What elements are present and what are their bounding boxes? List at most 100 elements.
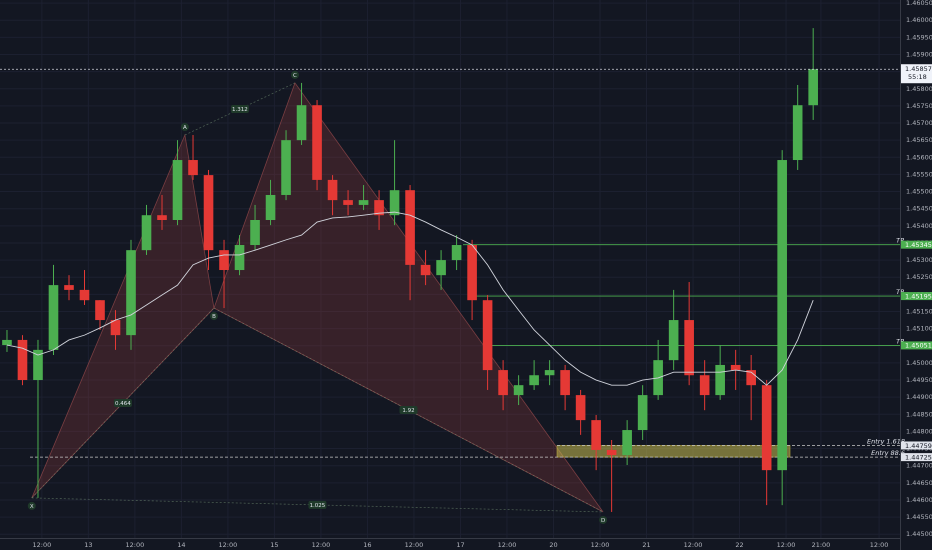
pattern-point [209,312,218,321]
ratio-label: 1.92 [402,408,414,414]
x-tick-label: 13 [84,541,92,549]
price-tag [901,341,932,350]
candle-body [250,219,260,246]
candle-body [529,375,539,386]
candle-body [591,420,601,450]
y-tick-label: 1.45550 [906,170,932,178]
price-tag [901,441,932,450]
candle-body [544,370,555,376]
x-tick-label: 16 [363,541,371,549]
candle-body [730,364,741,371]
price-tag-label: 1.45345 [905,241,932,249]
candle-body [358,200,369,205]
candle-body [513,385,524,396]
y-tick-label: 1.45100 [906,325,932,333]
candle-body [715,364,725,396]
x-tick-label: 20 [549,541,557,549]
candle-body [188,160,198,176]
pattern-point [290,70,299,79]
price-tag [901,292,932,301]
candle-body [668,320,679,361]
candle-body [575,395,586,421]
candle-body [451,245,462,261]
y-tick-label: 1.44800 [906,427,932,435]
y-tick-label: 1.45900 [906,50,932,58]
candle-body [157,215,167,220]
entry-label: Entry 88.6 [871,449,905,457]
current-price-label: 1.45857 [905,65,932,73]
candle-body [389,190,400,216]
candle-body [343,200,353,205]
y-tick-label: 1.45400 [906,222,932,230]
candle-body [498,370,508,396]
y-tick-label: 1.44850 [906,410,932,418]
pattern-point [180,123,189,132]
candle-body [2,339,12,346]
ratio-label: 1.025 [310,503,326,509]
ratio-label: 0.464 [115,401,131,407]
candle-body [17,339,28,381]
x-tick-label: 12:00 [498,541,517,549]
pattern-point-label: D [601,518,605,524]
candle-body [777,160,787,471]
y-tick-label: 1.45450 [906,205,932,213]
y-tick-label: 1.44550 [906,513,932,521]
pattern-point-label: A [183,125,187,131]
y-tick-label: 1.46050 [906,0,932,7]
candle-body [312,105,322,180]
candle-body [622,430,632,456]
grid [0,0,900,538]
price-tag-label: 1.45195 [905,292,932,300]
x-tick-label: 12:00 [312,541,331,549]
x-tick-label: 14 [177,541,185,549]
pattern-point [27,501,36,510]
x-tick-label: 12:00 [591,541,610,549]
candle-body [420,264,431,276]
candle-body [141,215,152,251]
x-tick-label: 12:00 [32,541,51,549]
candle-body [699,375,710,396]
y-tick-label: 1.44650 [906,479,932,487]
pattern-point-label: C [293,73,297,79]
price-tag [901,240,932,249]
moving-average [6,211,814,386]
y-tick-label: 1.44900 [906,393,932,401]
pattern-point-label: X [30,504,34,510]
candle-body [64,285,74,290]
y-tick-label: 1.45650 [906,136,932,144]
candle-body [761,385,772,471]
candle-body [637,395,648,431]
y-tick-label: 1.45700 [906,119,932,127]
x-tick-label: 12:00 [684,541,703,549]
candle-body [436,260,446,276]
price-tag-label: 1.44725 [905,453,932,461]
candles [2,28,818,512]
candle-body [281,140,291,195]
countdown-label: 55:18 [908,73,927,81]
candle-body [48,285,59,350]
y-tick-label: 1.45500 [906,188,932,196]
y-tick-label: 1.45300 [906,256,932,264]
candle-body [203,175,214,251]
x-tick-label: 12:00 [777,541,796,549]
candle-body [482,300,493,371]
x-tick-label: 12:00 [870,541,889,549]
entry-label: Entry 1.618 [867,437,905,445]
pattern-leg [213,307,604,513]
price-tag-label: 1.45051 [905,342,932,350]
candle-body [560,370,570,396]
ratio-badge [230,104,249,113]
price-tag-label: 1.44759 [905,442,932,450]
candle-body [234,245,245,271]
ratio-label: 1.312 [232,107,248,113]
ratio-badge [308,500,327,509]
ratio-badge [399,406,418,415]
candle-body [327,179,338,201]
candle-body [79,289,90,301]
ratio-badge [113,398,132,407]
pattern-point [599,515,608,524]
x-tick-label: 21 [642,541,650,549]
y-tick-label: 1.45150 [906,307,932,315]
